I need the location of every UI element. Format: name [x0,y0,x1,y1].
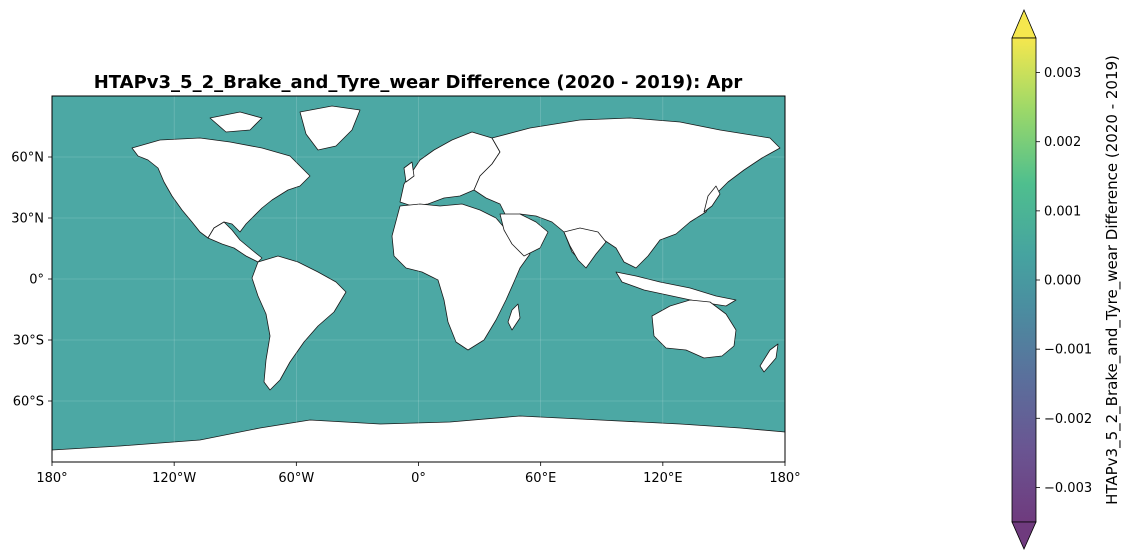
landmass-africa [391,203,531,351]
landmass-greenland [299,105,361,151]
lon-tick-label: 0° [411,471,426,486]
landmass-south-america [251,255,347,391]
landmass-arctic-islands [209,111,263,133]
colorbar-ticks: 0.003 0.002 0.001 0.000 −0.001 −0.002 −0.003 [1036,66,1092,496]
world-map: 60°N 30°N 0° 30°S 60°S 180° 120°W 60°W 0° 60°E 12… [11,95,801,486]
colorbar-label: HTAPv3_5_2_Brake_and_Tyre_wear Differenc… [1103,55,1122,505]
colorbar: 0.003 0.002 0.001 0.000 −0.001 −0.002 −0.003 H… [1011,8,1122,550]
lon-tick-label: 120°E [643,471,683,486]
colorbar-tick-label: 0.003 [1044,66,1081,81]
lat-tick-label: 0° [29,273,44,288]
lon-tick-label: 180° [36,471,67,486]
landmass-india [563,227,607,269]
lon-tick-label: 180° [769,471,800,486]
lon-tick-label: 60°W [278,471,314,486]
lat-tick-label: 60°N [11,151,44,166]
lon-tick-label: 60°E [525,471,556,486]
landmass-southeast-asia-islands [615,271,737,307]
landmass-japan [703,185,721,213]
lat-tick-label: 30°S [13,334,44,349]
landmass-arabia [499,213,549,257]
colorbar-tick-label: 0.002 [1044,135,1081,150]
colorbar-tick-label: −0.001 [1044,343,1092,358]
colorbar-tick-label: −0.003 [1044,481,1092,496]
landmass-north-america [131,137,311,239]
landmass-madagascar [507,303,521,331]
lon-tick-label: 120°W [152,471,196,486]
latitude-axis: 60°N 30°N 0° 30°S 60°S [11,151,52,410]
colorbar-tick-label: 0.000 [1044,274,1081,289]
colorbar-gradient [1011,37,1037,523]
landmass-antarctica [52,415,785,462]
map-title: HTAPv3_5_2_Brake_and_Tyre_wear Differenc… [94,72,743,93]
lat-tick-label: 30°N [11,212,44,227]
landmass-central-america [207,221,263,263]
landmass-british-isles [403,161,415,183]
colorbar-tick-label: −0.002 [1044,412,1092,427]
landmass-new-zealand [759,343,779,373]
colorbar-extend-min [1011,521,1037,550]
longitude-axis: 180° 120°W 60°W 0° 60°E 120°E 180° [36,462,801,486]
landmass-australia [651,299,737,359]
lat-tick-label: 60°S [13,395,44,410]
colorbar-extend-max [1011,8,1037,39]
landmass-asia [473,117,781,269]
colorbar-tick-label: 0.001 [1044,204,1081,219]
